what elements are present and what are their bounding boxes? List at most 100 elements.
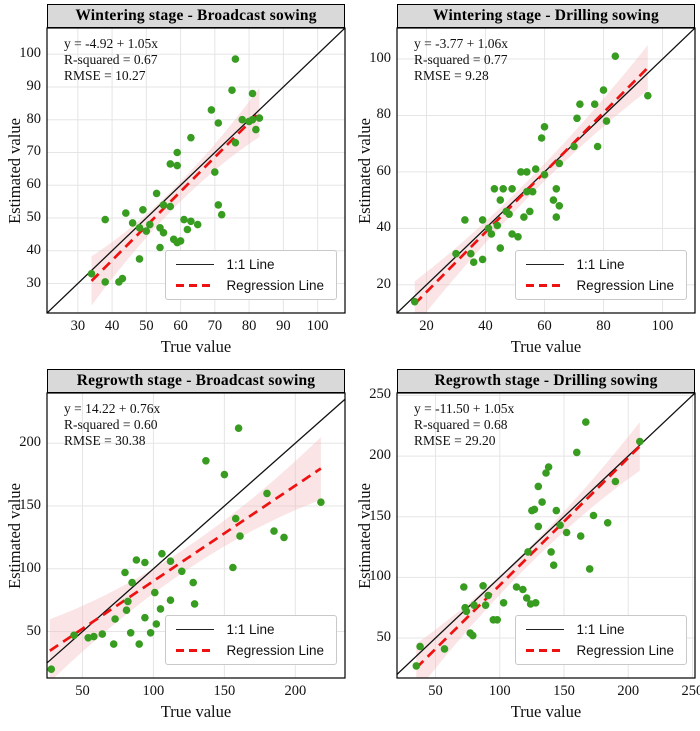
x-axis-label: True value (510, 337, 582, 356)
data-point (552, 185, 561, 193)
data-point (589, 511, 598, 520)
data-point (270, 527, 278, 535)
data-point (538, 498, 546, 506)
legend-label: 1:1 Line (226, 622, 275, 637)
data-point (187, 133, 195, 142)
data-point (135, 224, 144, 232)
data-point (166, 160, 175, 168)
data-point (190, 600, 199, 608)
data-point (146, 220, 154, 229)
data-point (166, 557, 175, 565)
regression-line (49, 467, 322, 652)
data-point (416, 642, 424, 651)
annotation-r_squared: R-squared = 0.68 (414, 417, 508, 432)
one-to-one-line (397, 393, 695, 675)
x-tick-label: 30 (70, 318, 86, 334)
data-point (555, 202, 564, 210)
data-point (176, 237, 185, 245)
regression-line (413, 66, 649, 305)
data-point (101, 278, 109, 286)
data-point (135, 640, 143, 648)
annotation-block: y = -4.92 + 1.05x R-squared = 0.67 RMSE = … (64, 36, 158, 84)
data-point (211, 168, 219, 176)
legend-entry: Regression Line (526, 278, 674, 293)
data-point (229, 563, 237, 572)
data-point (484, 591, 492, 600)
data-point (478, 216, 487, 224)
legend-entry: Regression Line (526, 643, 674, 658)
x-tick-label: 40 (104, 318, 120, 334)
panel-title: Regrowth stage - Broadcast sowing (76, 372, 316, 389)
legend-line-sample-dashed-red (526, 284, 565, 287)
data-point (519, 585, 527, 594)
data-point (238, 115, 246, 124)
data-point (231, 514, 240, 523)
data-point (118, 274, 127, 283)
legend-line-sample-solid-black (176, 264, 215, 265)
data-point (570, 142, 578, 151)
plot-area-regrowth-broadcast (46, 392, 346, 679)
data-point (520, 213, 528, 221)
data-point (139, 206, 147, 214)
legend-box: 1:1 Line Regression Line (515, 615, 687, 665)
legend-entry: Regression Line (176, 278, 324, 293)
x-tick-label: 50 (428, 683, 443, 699)
annotation-block: y = -11.50 + 1.05x R-squared = 0.68 RMSE =… (414, 401, 514, 449)
data-point (166, 596, 175, 604)
x-tick-label: 100 (651, 318, 674, 334)
y-tick-label: 90 (26, 77, 42, 94)
data-point (522, 594, 531, 602)
data-point (128, 219, 137, 227)
y-tick-label: 100 (19, 559, 41, 576)
data-point (549, 196, 558, 204)
data-point (542, 469, 550, 477)
data-point (156, 243, 164, 252)
data-point (517, 168, 525, 176)
x-tick-label: 60 (537, 318, 552, 334)
y-tick-label: 80 (26, 110, 42, 127)
y-tick-label: 150 (19, 496, 41, 513)
data-point (469, 631, 477, 640)
data-point (152, 189, 161, 198)
data-point (534, 522, 543, 531)
data-point (478, 255, 487, 264)
data-point (490, 185, 499, 193)
x-tick-label: 80 (241, 318, 257, 334)
data-point (524, 548, 532, 556)
annotation-equation: y = -3.77 + 1.06x (414, 36, 508, 51)
data-point (159, 228, 168, 237)
legend-line-sample-solid-black (526, 629, 565, 630)
plot-border (46, 27, 346, 314)
data-point (611, 52, 620, 60)
legend-line-sample-dashed-red (176, 284, 215, 287)
x-tick-label: 100 (488, 683, 511, 699)
y-tick-label: 50 (376, 628, 392, 645)
data-point (214, 201, 223, 209)
y-tick-label: 250 (369, 386, 391, 403)
data-point (562, 528, 571, 537)
data-point (217, 210, 226, 219)
regression-line (415, 445, 641, 669)
data-point (440, 645, 449, 653)
data-point (156, 605, 165, 613)
data-point (412, 662, 421, 670)
one-to-one-line (397, 28, 695, 313)
data-point (644, 91, 652, 100)
data-point (207, 106, 216, 114)
data-point (410, 297, 419, 306)
data-point (470, 601, 478, 609)
legend-label: Regression Line (576, 278, 674, 293)
y-tick-label: 40 (26, 241, 42, 258)
data-point (576, 532, 585, 540)
y-axis-label: Estimated value (355, 482, 374, 589)
data-point (531, 165, 540, 173)
x-tick-label: 250 (681, 683, 700, 699)
y-axis-label: Estimated value (5, 117, 24, 224)
x-tick-label: 200 (284, 683, 307, 699)
legend-line-sample-dashed-red (526, 649, 565, 652)
data-point (252, 125, 260, 134)
x-axis-label: True value (510, 702, 582, 721)
data-point (523, 168, 531, 176)
data-point (173, 161, 181, 170)
